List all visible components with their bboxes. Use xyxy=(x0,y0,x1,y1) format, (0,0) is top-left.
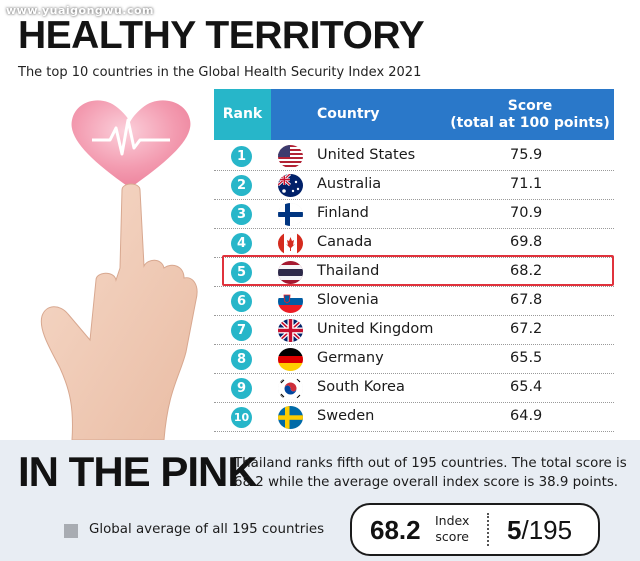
rank-badge: 2 xyxy=(231,175,252,196)
country-name: Finland xyxy=(317,205,369,221)
country-name: United Kingdom xyxy=(317,321,434,337)
table-row: 5 Thailand 68.2 xyxy=(214,258,614,287)
us-flag-icon xyxy=(278,145,303,168)
th-flag-icon xyxy=(278,261,303,284)
table-row: 6 Slovenia 67.8 xyxy=(214,287,614,316)
se-flag-icon xyxy=(278,406,303,429)
index-score-value: 68.2 xyxy=(370,515,421,545)
score-header-line2: (total at 100 points) xyxy=(450,114,610,131)
legend-label: Global average of all 195 countries xyxy=(89,522,325,537)
rank-column-header: Rank xyxy=(214,89,271,140)
country-score: 70.9 xyxy=(510,205,543,221)
au-flag-icon xyxy=(278,174,303,197)
table-row: 3 Finland 70.9 xyxy=(214,200,614,229)
heart-shape xyxy=(71,100,191,188)
score-column-header: Score (total at 100 points) xyxy=(446,89,614,140)
country-score: 71.1 xyxy=(510,176,543,192)
summary-description: Thailand ranks fifth out of 195 countrie… xyxy=(234,456,627,490)
table-row: 7 United Kingdom 67.2 xyxy=(214,316,614,345)
table-row: 1 United States 75.9 xyxy=(214,142,614,171)
page-subtitle: The top 10 countries in the Global Healt… xyxy=(18,65,422,80)
hand-shape xyxy=(40,183,198,440)
rank-badge: 4 xyxy=(231,233,252,254)
pill-divider xyxy=(487,513,489,546)
kr-flag-icon xyxy=(278,377,303,400)
country-name: United States xyxy=(317,147,416,163)
index-label-line1: Index xyxy=(435,513,470,528)
table-row: 9 South Korea 65.4 xyxy=(214,374,614,403)
watermark: www.yuaigongwu.com xyxy=(6,4,155,17)
rank-badge: 7 xyxy=(231,320,252,341)
country-name: Australia xyxy=(317,176,382,192)
country-name: Canada xyxy=(317,234,373,250)
country-score: 65.5 xyxy=(510,350,543,366)
index-score-label: Index score xyxy=(435,513,469,545)
table-row: 2 Australia 71.1 xyxy=(214,171,614,200)
ranking-table: 1 United States 75.9 2 Australia 71.1 3 … xyxy=(214,142,614,432)
rank-badge: 10 xyxy=(231,407,252,428)
hand-heart-icon xyxy=(40,100,198,440)
rank-badge: 5 xyxy=(231,262,252,283)
country-column-header: Country xyxy=(271,89,446,140)
rank-value: 5 xyxy=(507,515,522,545)
table-row: 4 Canada 69.8 xyxy=(214,229,614,258)
gray-square-icon xyxy=(64,524,78,538)
si-flag-icon xyxy=(278,290,303,313)
index-label-line2: score xyxy=(435,529,469,544)
gb-flag-icon xyxy=(278,319,303,342)
rank-badge: 9 xyxy=(231,378,252,399)
rank-badge: 6 xyxy=(231,291,252,312)
country-score: 67.2 xyxy=(510,321,543,337)
country-score: 64.9 xyxy=(510,408,543,424)
country-score: 67.8 xyxy=(510,292,543,308)
summary-headline: IN THE PINK xyxy=(18,448,258,495)
country-name: South Korea xyxy=(317,379,405,395)
country-name: Slovenia xyxy=(317,292,379,308)
table-row: 10 Sweden 64.9 xyxy=(214,403,614,432)
page-title: HEALTHY TERRITORY xyxy=(18,14,425,57)
country-score: 65.4 xyxy=(510,379,543,395)
country-name: Sweden xyxy=(317,408,375,424)
de-flag-icon xyxy=(278,348,303,371)
rank-summary: 5/195 xyxy=(507,515,572,546)
country-score: 68.2 xyxy=(510,263,543,279)
country-name: Germany xyxy=(317,350,384,366)
country-name: Thailand xyxy=(317,263,380,279)
rank-badge: 1 xyxy=(231,146,252,167)
fi-flag-icon xyxy=(278,203,303,226)
country-score: 69.8 xyxy=(510,234,543,250)
ca-flag-icon xyxy=(278,232,303,255)
rank-badge: 3 xyxy=(231,204,252,225)
score-summary-pill: 68.2 Index score 5/195 xyxy=(350,503,600,556)
table-row: 8 Germany 65.5 xyxy=(214,345,614,374)
thailand-highlight-box xyxy=(222,255,614,286)
score-header-line1: Score xyxy=(507,97,553,114)
rank-badge: 8 xyxy=(231,349,252,370)
rank-total: /195 xyxy=(521,515,573,545)
country-score: 75.9 xyxy=(510,147,543,163)
